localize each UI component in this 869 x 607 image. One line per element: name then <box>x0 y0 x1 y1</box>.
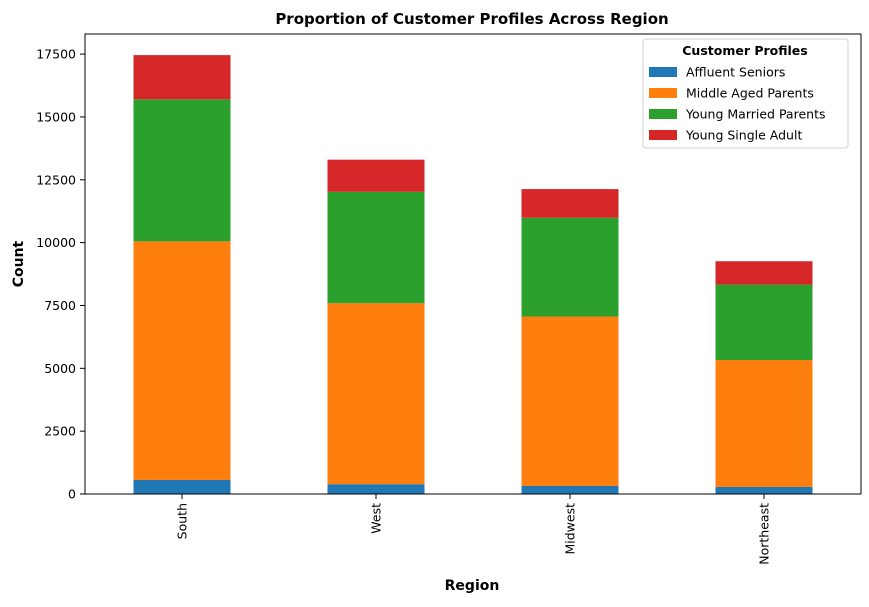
bar-northeast-young-single-adult <box>715 261 813 285</box>
bar-south-young-single-adult <box>133 55 231 100</box>
legend-swatch-middle-aged-parents <box>649 88 677 98</box>
y-axis: 0 2500 5000 7500 10000 12500 15000 17500 <box>36 47 85 502</box>
legend-label-young-single-adult: Young Single Adult <box>685 128 802 143</box>
x-axis-label: Region <box>445 578 500 594</box>
x-axis: South West Midwest Northeast <box>175 494 772 565</box>
x-tick-label-northeast: Northeast <box>757 503 772 565</box>
bar-west-young-single-adult <box>327 159 425 192</box>
x-tick-label-west: West <box>369 503 384 534</box>
bar-northeast-affluent-seniors <box>715 486 813 494</box>
bars-layer <box>133 55 813 494</box>
legend-label-affluent-seniors: Affluent Seniors <box>686 65 785 80</box>
y-tick-label: 2500 <box>44 424 76 439</box>
legend-title: Customer Profiles <box>682 43 807 58</box>
bar-midwest-young-single-adult <box>521 189 619 218</box>
bar-south-middle-aged-parents <box>133 241 231 480</box>
bar-west-young-married-parents <box>327 191 425 304</box>
bar-midwest-affluent-seniors <box>521 485 619 494</box>
legend-label-middle-aged-parents: Middle Aged Parents <box>686 86 814 101</box>
y-tick-label: 0 <box>68 487 76 502</box>
bar-west-affluent-seniors <box>327 484 425 494</box>
x-tick-label-midwest: Midwest <box>563 503 578 555</box>
y-tick-label: 7500 <box>44 298 76 313</box>
legend-swatch-young-single-adult <box>649 130 677 140</box>
legend-items: Affluent Seniors Middle Aged Parents Young… <box>649 65 825 143</box>
bar-south-young-married-parents <box>133 99 231 242</box>
legend-swatch-young-married-parents <box>649 109 677 119</box>
bar-northeast-young-married-parents <box>715 284 813 361</box>
y-tick-label: 12500 <box>36 172 76 187</box>
bar-south-affluent-seniors <box>133 479 231 494</box>
chart-title: Proportion of Customer Profiles Across R… <box>275 10 668 28</box>
y-axis-label: Count <box>11 240 27 287</box>
y-tick-label: 17500 <box>36 47 76 62</box>
legend-swatch-affluent-seniors <box>649 67 677 77</box>
y-tick-label: 10000 <box>36 235 76 250</box>
y-tick-label: 5000 <box>44 361 76 376</box>
bar-west-middle-aged-parents <box>327 303 425 485</box>
plot-frame <box>84 33 862 495</box>
legend-box <box>642 38 849 149</box>
y-tick-label: 15000 <box>36 109 76 124</box>
bar-midwest-middle-aged-parents <box>521 316 619 486</box>
x-tick-label-south: South <box>175 503 190 539</box>
bar-midwest-young-married-parents <box>521 217 619 317</box>
bar-northeast-middle-aged-parents <box>715 360 813 487</box>
legend: Customer Profiles Affluent Seniors Middle… <box>642 38 849 149</box>
legend-label-young-married-parents: Young Married Parents <box>685 107 825 122</box>
